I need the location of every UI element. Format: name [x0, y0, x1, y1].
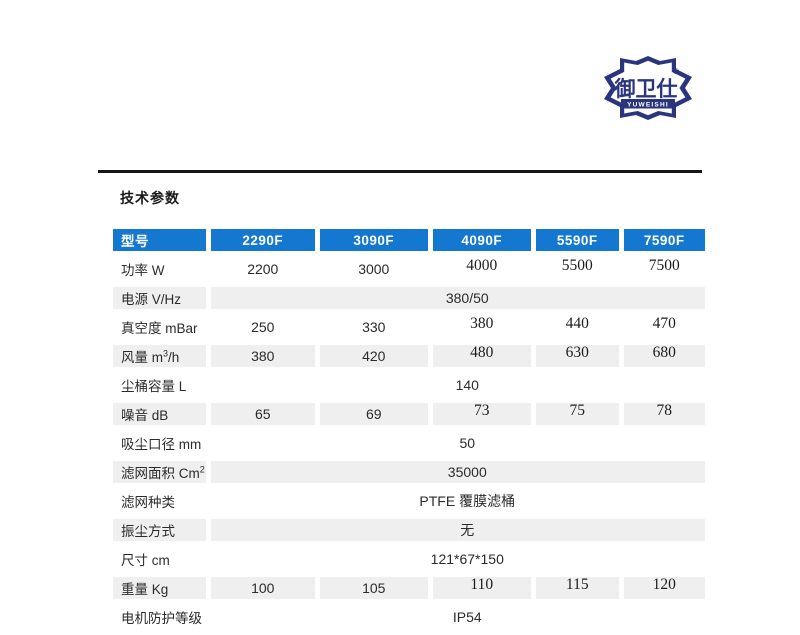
- value-text: 73: [474, 402, 490, 419]
- row-label: 尺寸 cm: [121, 553, 170, 568]
- model-header-row: 型号 2290F 3090F 4090F 5590F 7590F: [113, 229, 705, 251]
- logo-registered-mark: ®: [673, 67, 679, 76]
- model-column-header-4090F: 4090F: [432, 229, 531, 251]
- table-row-7: 滤网面积 Cm2 35000: [113, 461, 705, 483]
- value-text: 4000: [466, 257, 498, 274]
- model-label-header: 型号: [113, 229, 206, 251]
- span-value-cell: 140: [455, 377, 479, 393]
- label-superscript: 3: [163, 348, 169, 359]
- table-row-6: 吸尘口径 mm 50: [113, 432, 705, 454]
- spec-table-head: 型号 2290F 3090F 4090F 5590F 7590F: [113, 229, 705, 251]
- table-row-11: 重量 Kg 100 105 110 115 120: [113, 576, 705, 599]
- spec-table-body: 功率 W 2200 3000 4000 5500 7500 电源 V/Hz 380/50 真空度…: [113, 257, 705, 628]
- value-text: 78: [656, 402, 673, 419]
- logo-chars: 御卫仕: [614, 77, 678, 101]
- logo-band: [621, 99, 675, 109]
- table-row-0: 功率 W 2200 3000 4000 5500 7500: [113, 257, 705, 280]
- logo-latin: YUWEISHI: [627, 102, 669, 109]
- row-label: 噪音 dB: [113, 403, 206, 425]
- value-cell: 480: [432, 344, 531, 367]
- row-label: 重量 Kg: [113, 577, 206, 599]
- value-text: 120: [652, 576, 676, 593]
- table-row-12: 电机防护等级 IP54: [113, 606, 705, 628]
- value-text: 115: [565, 576, 589, 593]
- value-cell: 380: [433, 315, 531, 338]
- spec-table: 型号 2290F 3090F 4090F 5590F 7590F 功率 W 2200 3000…: [108, 222, 710, 635]
- span-value-cell: 121*67*150: [430, 551, 504, 567]
- model-column-header-3090F: 3090F: [319, 229, 428, 251]
- model-column-header-7590F: 7590F: [623, 229, 705, 251]
- value-cell: 75: [535, 402, 619, 425]
- page-title: 技术参数: [120, 190, 180, 206]
- value-cell: 73: [432, 402, 531, 425]
- table-row-5: 噪音 dB 65 69 73 75 78: [113, 402, 705, 425]
- value-text: 680: [652, 344, 676, 361]
- value-text: 110: [470, 576, 494, 593]
- span-value-cell: 380/50: [210, 287, 705, 309]
- value-cell: 380: [210, 345, 315, 367]
- span-value-cell: 50: [459, 435, 476, 451]
- divider-rule: [98, 170, 702, 173]
- label-superscript: 2: [199, 464, 205, 475]
- value-cell: 78: [623, 402, 705, 425]
- value-text: 380: [470, 315, 494, 332]
- span-value-cell: IP54: [452, 609, 482, 625]
- table-row-3: 风量 m3/h 380 420 480 630 680: [113, 344, 705, 367]
- table-row-2: 真空度 mBar 250 330 380 440 470: [113, 315, 705, 338]
- value-cell: 69: [319, 403, 428, 425]
- value-cell: 470: [624, 315, 705, 338]
- row-label: 滤网种类: [121, 495, 175, 510]
- value-text: 440: [565, 315, 589, 332]
- value-text: 5500: [561, 257, 593, 274]
- span-value-cell: 无: [210, 519, 705, 541]
- value-cell: 250: [251, 319, 275, 335]
- value-text: 480: [470, 344, 494, 361]
- value-cell: 420: [319, 345, 428, 367]
- value-cell: 7500: [624, 257, 705, 280]
- value-text: 470: [652, 315, 676, 332]
- table-row-8: 滤网种类 PTFE 覆膜滤桶: [113, 490, 705, 512]
- table-row-9: 振尘方式无: [113, 519, 705, 541]
- row-label: 电源 V/Hz: [113, 287, 206, 309]
- value-cell: 115: [535, 576, 619, 599]
- value-cell: 110: [432, 576, 531, 599]
- value-cell: 440: [536, 315, 619, 338]
- table-row-10: 尺寸 cm 121*67*150: [113, 548, 705, 570]
- brand-logo: 御卫仕 ® YUWEISHI: [604, 56, 692, 120]
- row-label: 滤网面积 Cm2: [113, 461, 206, 483]
- value-cell: 2200: [247, 261, 279, 277]
- model-column-header-2290F: 2290F: [210, 229, 315, 251]
- value-cell: 105: [319, 577, 428, 599]
- value-text: 75: [569, 402, 586, 419]
- row-label: 吸尘口径 mm: [121, 437, 202, 452]
- value-cell: 100: [210, 577, 315, 599]
- row-label: 振尘方式: [113, 519, 206, 541]
- table-row-4: 尘桶容量 L 140: [113, 374, 705, 396]
- value-text: 630: [565, 344, 589, 361]
- value-cell: 120: [623, 576, 705, 599]
- value-cell: 65: [210, 403, 315, 425]
- value-cell: 5500: [536, 257, 619, 280]
- row-label: 真空度 mBar: [121, 321, 198, 336]
- value-cell: 3000: [358, 261, 390, 277]
- value-cell: 680: [623, 344, 705, 367]
- row-label: 电机防护等级: [121, 611, 202, 626]
- row-label: 风量 m3/h: [113, 345, 206, 367]
- value-text: 7500: [648, 257, 680, 274]
- table-row-1: 电源 V/Hz 380/50: [113, 287, 705, 309]
- row-label: 功率 W: [121, 263, 165, 278]
- span-value-cell: 35000: [210, 461, 705, 483]
- span-value-cell: PTFE 覆膜滤桶: [419, 493, 516, 509]
- value-cell: 330: [362, 319, 386, 335]
- value-cell: 4000: [433, 257, 531, 280]
- row-label: 尘桶容量 L: [121, 379, 187, 394]
- model-column-header-5590F: 5590F: [535, 229, 619, 251]
- value-cell: 630: [535, 344, 619, 367]
